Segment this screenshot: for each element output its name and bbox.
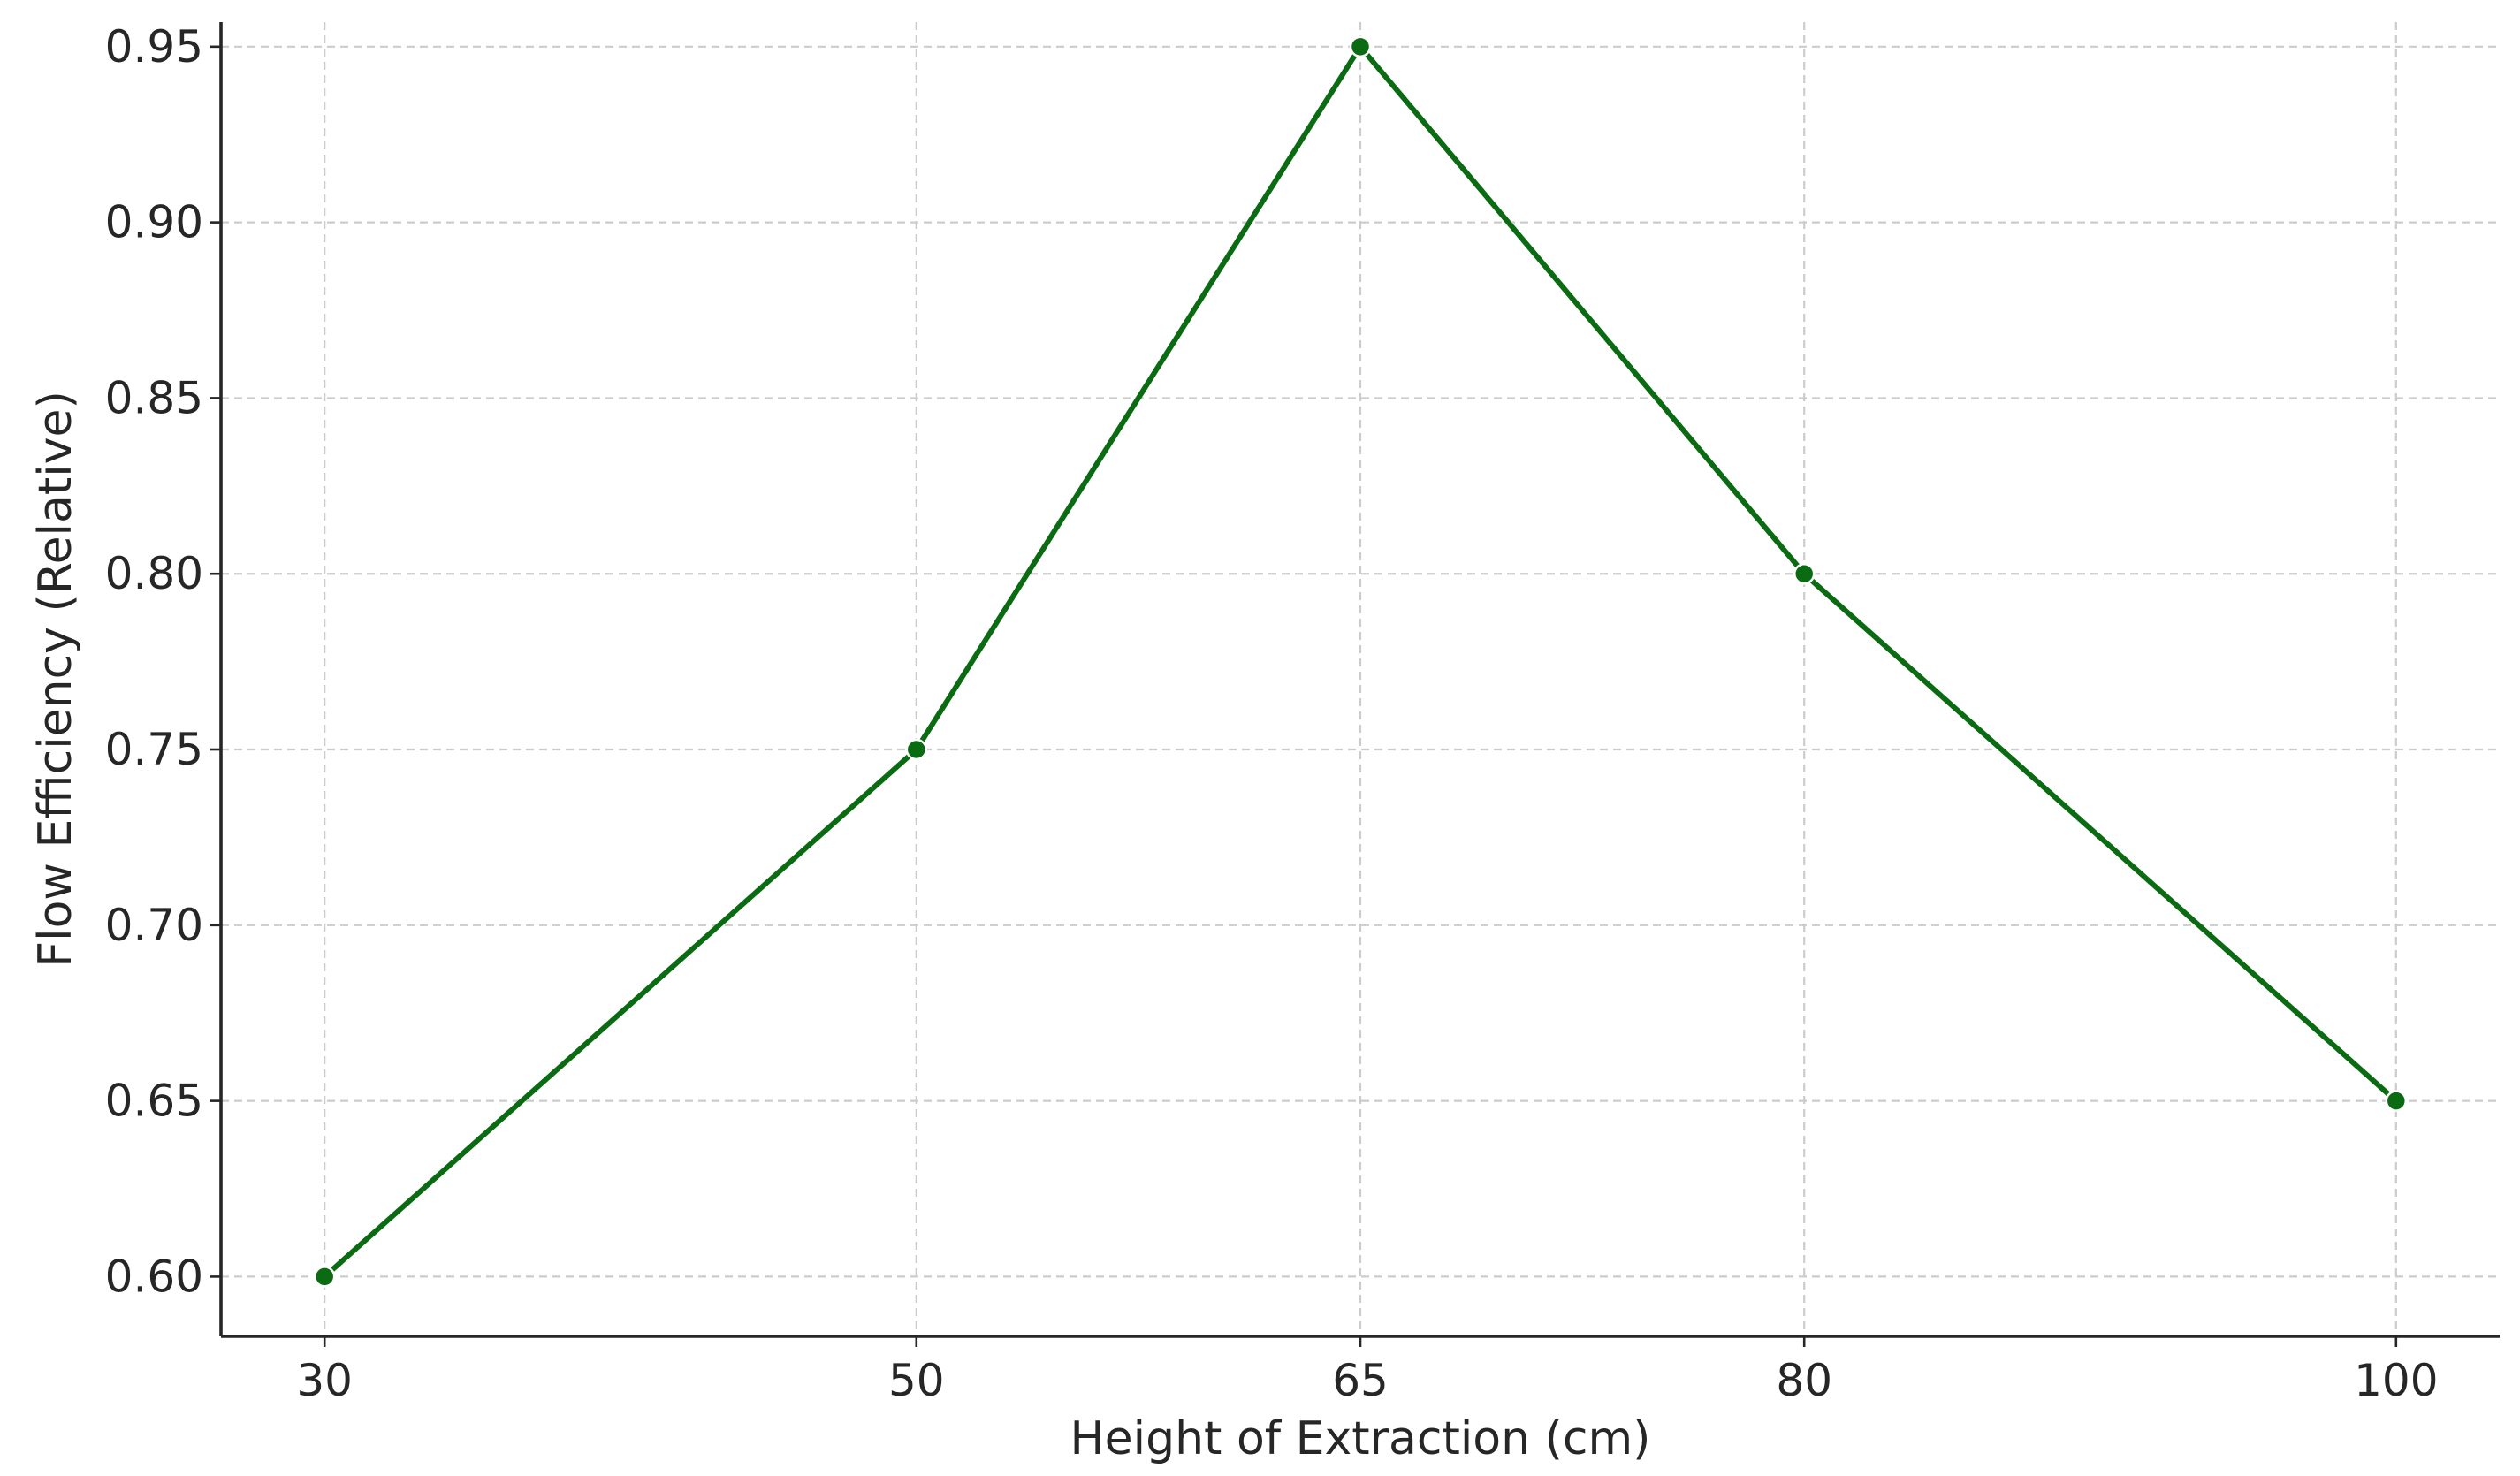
x-tick-label: 80: [1776, 1355, 1832, 1406]
data-point: [1349, 35, 1372, 58]
y-tick-label: 0.65: [105, 1076, 203, 1127]
data-point: [1793, 562, 1816, 585]
data-point: [2385, 1090, 2408, 1112]
y-axis-label: Flow Efficiency (Relative): [29, 391, 82, 968]
ticks: 0.60 0.65 0.70 0.75 0.80 0.85 0.90 0.95 30 50 65 80…: [105, 21, 2439, 1406]
series: [313, 35, 2408, 1288]
y-tick-label: 0.95: [105, 21, 203, 72]
y-tick-label: 0.75: [105, 724, 203, 775]
x-axis-label: Height of Extraction (cm): [1070, 1412, 1651, 1465]
y-tick-label: 0.60: [105, 1251, 203, 1302]
y-tick-label: 0.90: [105, 197, 203, 248]
y-tick-label: 0.85: [105, 372, 203, 423]
grid: [221, 22, 2500, 1336]
x-tick-label: 100: [2354, 1355, 2438, 1406]
y-tick-label: 0.70: [105, 900, 203, 951]
y-tick-label: 0.80: [105, 548, 203, 599]
x-tick-label: 50: [888, 1355, 945, 1406]
x-tick-label: 30: [296, 1355, 353, 1406]
data-point: [313, 1266, 336, 1288]
x-tick-label: 65: [1332, 1355, 1389, 1406]
data-point: [905, 738, 928, 761]
